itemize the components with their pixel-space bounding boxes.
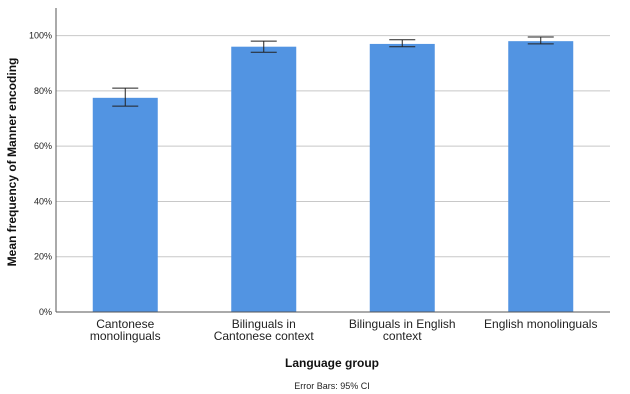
y-axis-title: Mean frequency of Manner encoding — [5, 58, 19, 267]
axes — [55, 8, 610, 313]
error-bar — [250, 40, 277, 53]
error-bar — [389, 39, 416, 48]
y-tick-label: 100% — [29, 31, 52, 41]
error-bars — [112, 36, 554, 107]
bar — [369, 43, 435, 312]
y-tick-label: 0% — [39, 307, 52, 317]
error-bar — [112, 87, 139, 107]
y-tick-label: 40% — [34, 196, 52, 206]
x-category-label: Bilinguals in English context — [349, 317, 456, 343]
error-bars-note: Error Bars: 95% CI — [294, 381, 370, 391]
y-tick-label: 80% — [34, 86, 52, 96]
x-category-labels: Cantonese monolinguals Bilinguals in Canton… — [90, 317, 598, 343]
bar — [231, 46, 297, 312]
bar — [92, 97, 158, 313]
y-tick-label: 60% — [34, 141, 52, 151]
x-category-label: English monolinguals — [484, 317, 597, 331]
y-tick-label: 20% — [34, 252, 52, 262]
x-category-label: Bilinguals in Cantonese context — [214, 317, 315, 343]
error-bar — [527, 36, 554, 45]
bars — [92, 41, 574, 313]
x-category-label: Cantonese monolinguals — [90, 317, 161, 343]
bar — [508, 41, 574, 312]
x-axis-title: Language group — [285, 356, 379, 370]
y-tick-labels: 0% 20% 40% 60% 80% 100% — [29, 31, 52, 317]
